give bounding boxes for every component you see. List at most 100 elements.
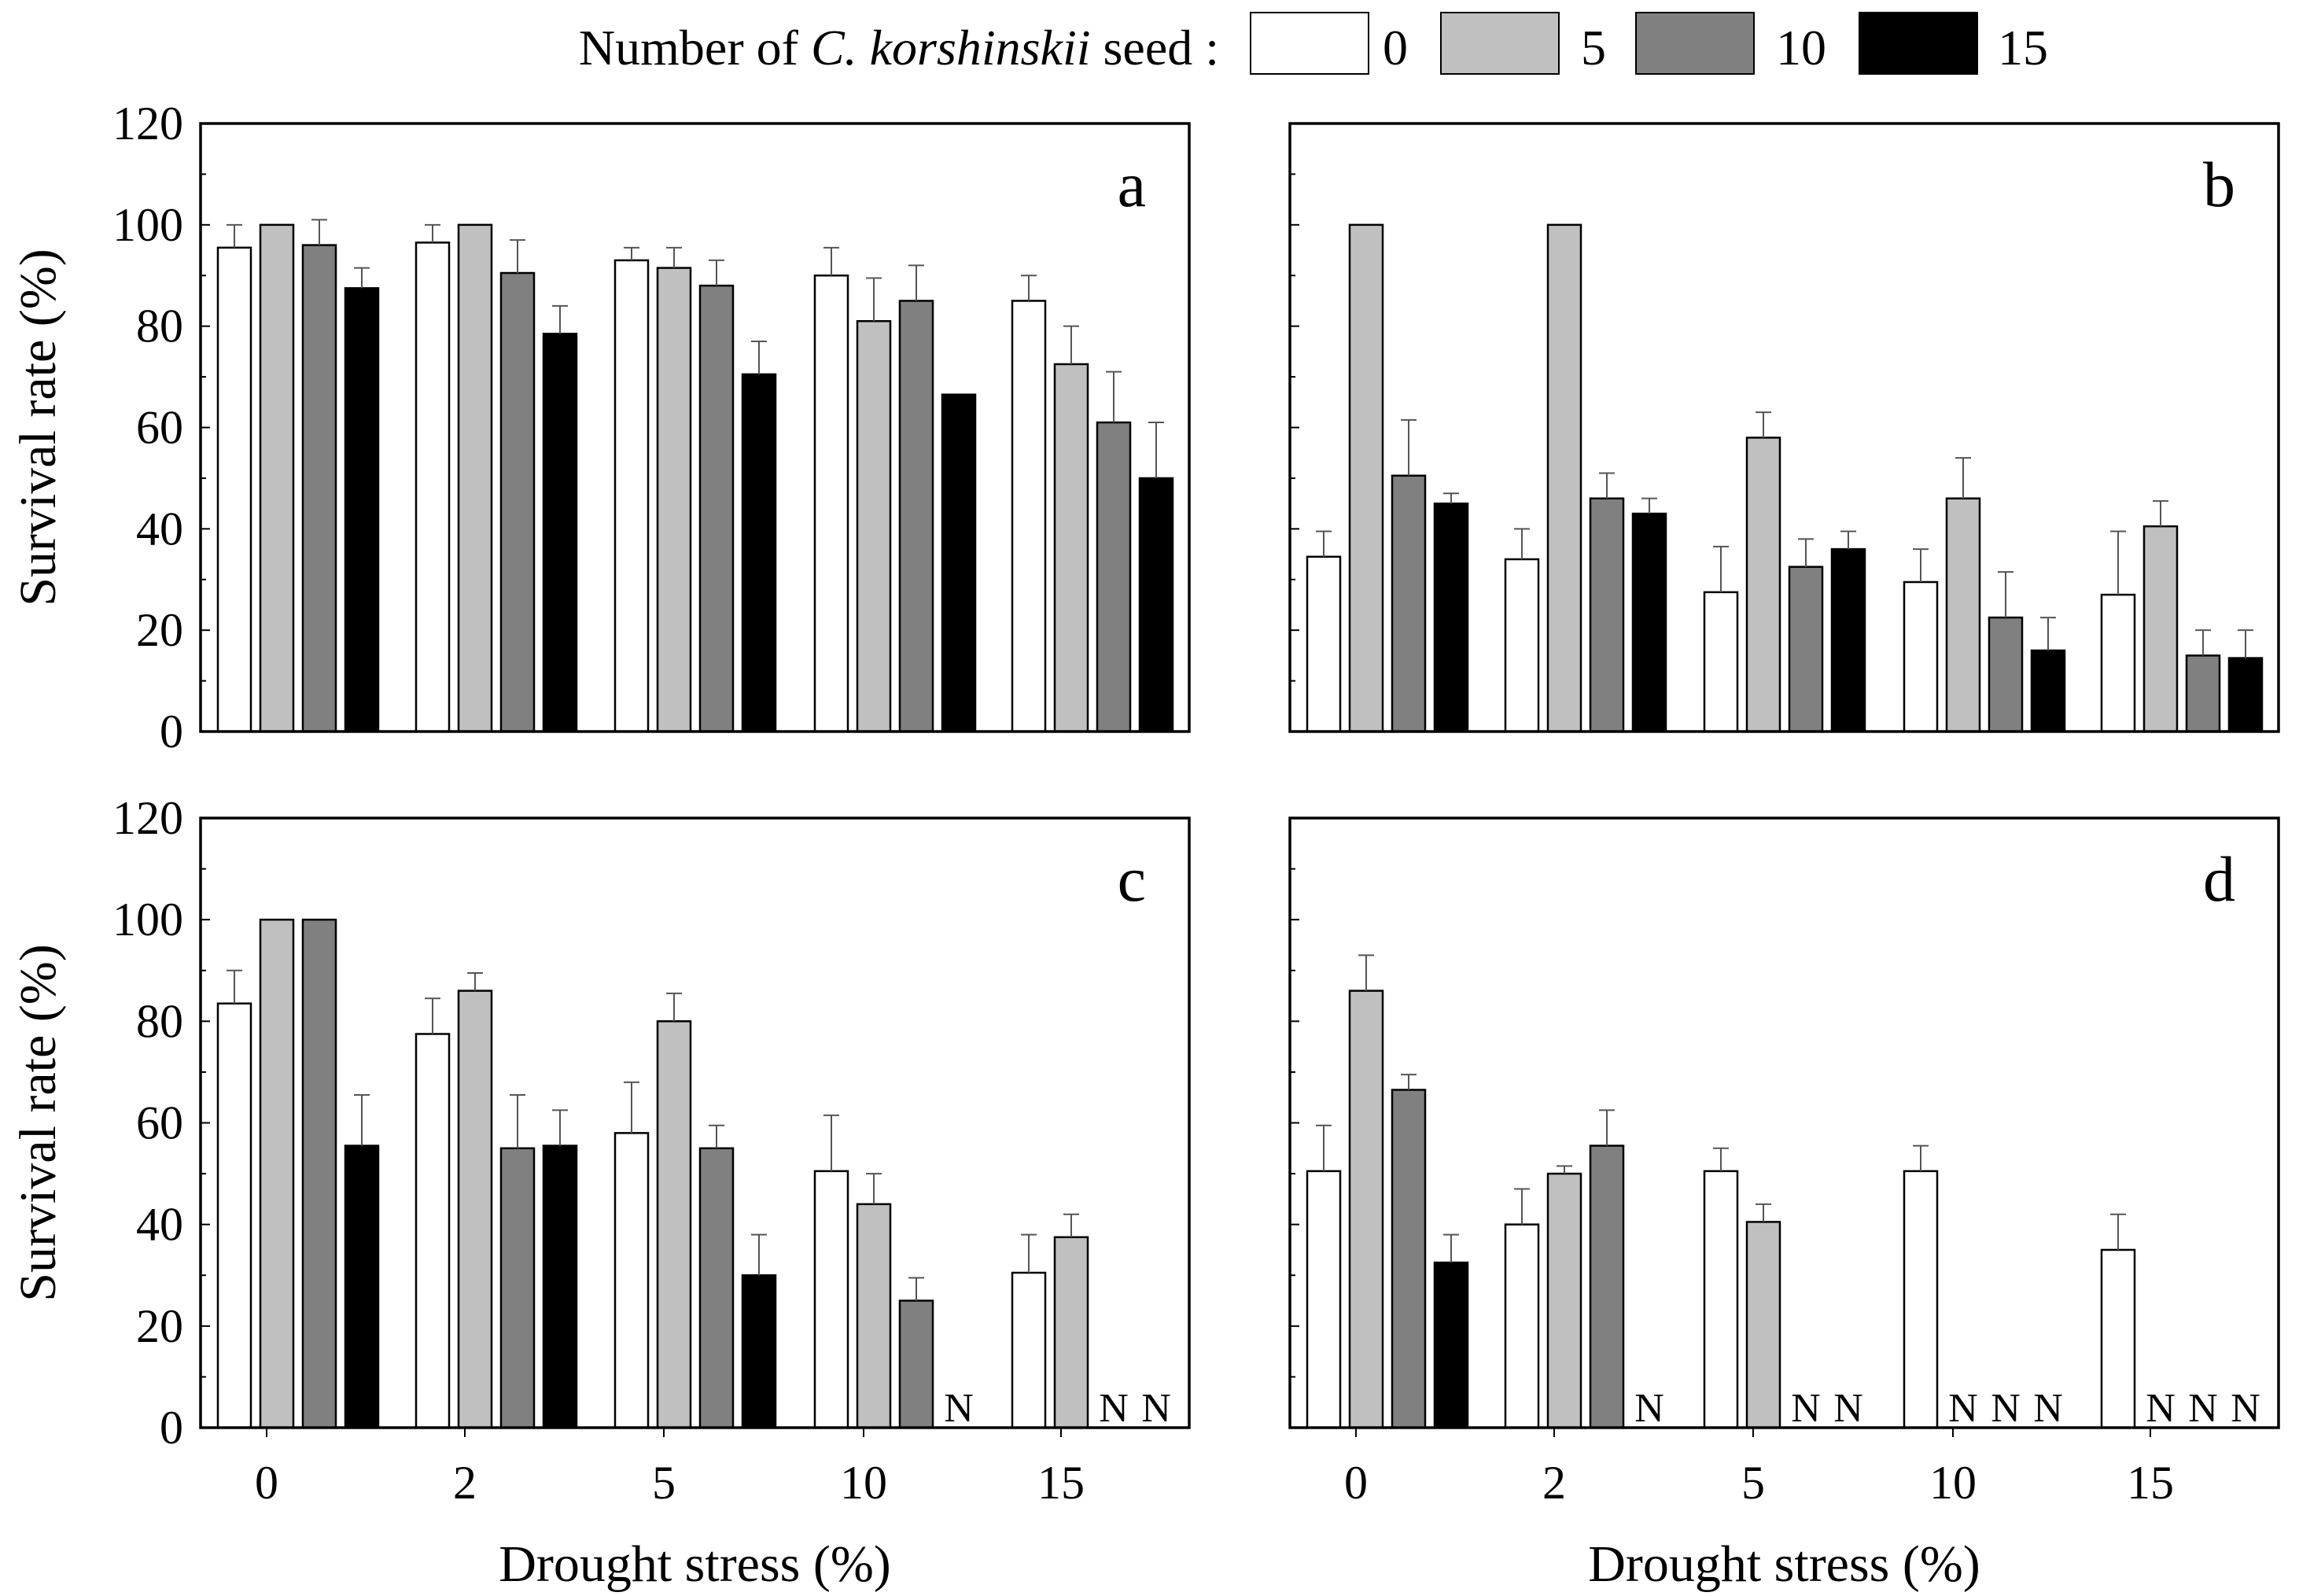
bar-d-2-10 [1589,1144,1625,1429]
bar-d-0-15 [1433,1261,1469,1429]
legend-label-10: 10 [1776,20,1826,76]
bar-c-0-5 [259,918,295,1429]
y-tick-label: 100 [112,199,183,251]
bar-b-10-15 [2030,649,2066,733]
bar-a-2-15 [542,333,578,733]
y-tick-label: 0 [160,1402,183,1454]
y-axis-label: Survival rate (%) [9,249,67,606]
legend: Number of C. korshinskii seed : 0 5 10 15 [579,12,2048,76]
bar-b-15-5 [2142,525,2179,733]
x-tick-label: 15 [2127,1457,2174,1509]
bar-d-0-10 [1391,1089,1427,1429]
bar-a-15-15 [1138,477,1174,733]
bar-c-2-10 [499,1147,536,1429]
bar-c-5-0 [613,1132,650,1429]
bar-c-5-15 [741,1274,777,1429]
bar-b-0-15 [1433,502,1469,733]
bar-c-10-5 [856,1203,892,1429]
x-tick-label: 15 [1037,1457,1085,1509]
no-survival-marker: N [2231,1386,2260,1431]
y-tick-label: 60 [136,1097,183,1149]
bar-a-10-15 [941,393,977,733]
legend-title: Number of C. korshinskii seed : [579,20,1219,76]
no-survival-marker: N [1833,1386,1863,1431]
panel-a: 0 20 40 60 80 100 120 Survival rate (%) a [9,98,1191,757]
panel-letter: c [1118,843,1146,915]
no-survival-marker: N [1948,1386,1978,1431]
no-survival-marker: N [2188,1386,2218,1431]
bar-c-0-15 [344,1144,380,1429]
bar-d-2-0 [1504,1223,1540,1429]
bar-c-10-10 [898,1299,934,1429]
bar-a-5-10 [698,284,735,733]
x-tick-label: 0 [255,1457,278,1509]
y-tick-label: 20 [136,1300,183,1352]
bar-c-2-5 [457,990,493,1429]
bar-a-15-10 [1096,421,1132,733]
legend-entries: 0 5 10 15 [1250,12,2048,76]
no-survival-marker: N [2146,1386,2176,1431]
no-survival-marker: N [944,1386,974,1431]
legend-title-suffix: seed : [1091,20,1220,76]
bar-a-5-0 [613,259,650,733]
bar-b-15-15 [2227,657,2264,733]
bar-a-2-5 [457,223,493,733]
bar-a-2-10 [499,271,536,733]
x-tick-label: 10 [840,1457,887,1509]
x-tick-label: 2 [453,1457,477,1509]
no-survival-marker: N [1141,1386,1171,1431]
x-tick-label: 5 [1741,1457,1765,1509]
legend-title-species: C. korshinskii [811,20,1091,76]
bar-b-10-10 [1988,616,2024,733]
y-axis-label: Survival rate (%) [9,944,67,1302]
no-survival-marker: N [1634,1386,1664,1431]
no-survival-marker: N [1791,1386,1821,1431]
legend-label-5: 5 [1581,20,1606,76]
bar-b-5-10 [1788,566,1824,733]
bar-a-10-5 [856,319,892,733]
bar-c-0-0 [216,1002,252,1429]
bar-b-2-10 [1589,497,1625,733]
panel-letter: a [1118,149,1146,220]
legend-label-15: 15 [1998,20,2048,76]
bar-d-0-5 [1348,990,1384,1429]
no-survival-marker: N [1991,1386,2021,1431]
bar-a-0-15 [344,287,380,733]
bar-b-10-5 [1945,497,1981,733]
legend-swatch-15 [1859,12,1978,75]
bar-d-0-0 [1306,1170,1342,1429]
bar-b-2-15 [1631,512,1667,733]
panel-letter: d [2203,843,2235,915]
no-survival-marker: N [2033,1386,2063,1431]
y-tick-label: 80 [136,300,183,352]
y-tick-label: 120 [112,98,183,149]
bar-c-10-0 [813,1170,849,1429]
bar-a-10-0 [813,275,849,733]
bar-c-5-10 [698,1147,735,1429]
bar-b-2-0 [1504,558,1540,733]
y-tick-label: 40 [136,1199,183,1251]
bar-a-0-10 [301,244,337,733]
bar-a-15-0 [1011,300,1047,733]
bar-b-0-10 [1391,474,1427,733]
bar-b-5-5 [1745,437,1781,733]
x-axis-label: Drought stress (%) [1588,1535,1980,1593]
bar-d-5-0 [1703,1170,1739,1429]
bar-a-5-5 [656,267,692,733]
x-tick-label: 10 [1929,1457,1977,1509]
x-axis-label: Drought stress (%) [499,1535,891,1593]
bar-b-10-0 [1903,581,1939,733]
y-tick-label: 80 [136,995,183,1047]
y-tick-label: 120 [112,792,183,844]
bar-b-0-0 [1306,555,1342,733]
bar-a-0-5 [259,223,295,733]
bar-b-15-10 [2185,654,2221,733]
x-tick-label: 0 [1344,1457,1368,1509]
bar-b-2-5 [1546,223,1582,733]
bar-c-2-0 [414,1033,451,1429]
bar-c-2-15 [542,1144,578,1429]
bar-d-10-0 [1903,1170,1939,1429]
